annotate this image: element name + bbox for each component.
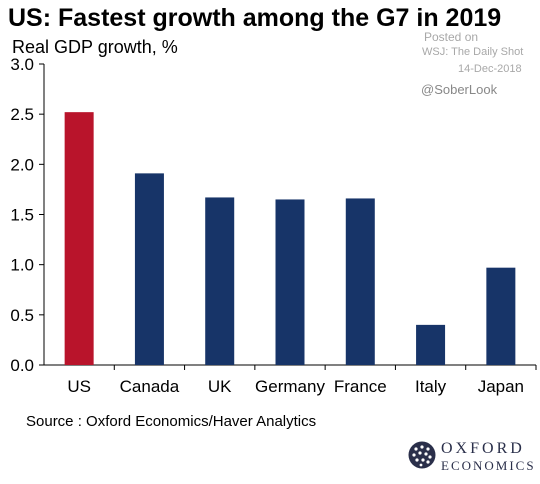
y-tick-label: 2.0 (10, 155, 34, 174)
y-tick-label: 0.5 (10, 306, 34, 325)
chart-title: US: Fastest growth among the G7 in 2019 (8, 4, 502, 32)
chart-subtitle: Real GDP growth, % (12, 37, 178, 57)
x-tick-label: Italy (415, 377, 447, 396)
y-tick-label: 1.5 (10, 206, 34, 225)
x-tick-label: US (67, 377, 91, 396)
globe-icon (408, 441, 436, 469)
x-tick-label: Canada (120, 377, 180, 396)
y-tick-label: 2.5 (10, 105, 34, 124)
x-tick-label: UK (208, 377, 232, 396)
watermark-date: 14-Dec-2018 (458, 63, 522, 75)
bar-italy (416, 324, 446, 365)
x-tick-label: France (334, 377, 387, 396)
watermark-posted-on: Posted on (424, 30, 479, 44)
source-note: Source : Oxford Economics/Haver Analytic… (26, 413, 317, 430)
y-tick-label: 3.0 (10, 55, 34, 74)
y-tick-label: 1.0 (10, 256, 34, 275)
bar-canada (134, 173, 164, 365)
oxford-economics-logo: OXFORD ECONOMICS (407, 438, 537, 474)
x-tick-label: Japan (478, 377, 524, 396)
y-tick-label: 0.0 (10, 356, 34, 375)
bar-france (345, 198, 375, 365)
logo-text-oxford: OXFORD (441, 440, 525, 457)
bar-uk (205, 197, 235, 365)
logo-text-economics: ECONOMICS (441, 458, 536, 473)
bar-japan (486, 267, 516, 365)
watermark-handle: @SoberLook (421, 82, 498, 97)
bar-us (64, 112, 94, 365)
x-tick-label: Germany (255, 377, 325, 396)
watermark-source: WSJ: The Daily Shot (422, 46, 524, 58)
bar-germany (275, 199, 305, 365)
